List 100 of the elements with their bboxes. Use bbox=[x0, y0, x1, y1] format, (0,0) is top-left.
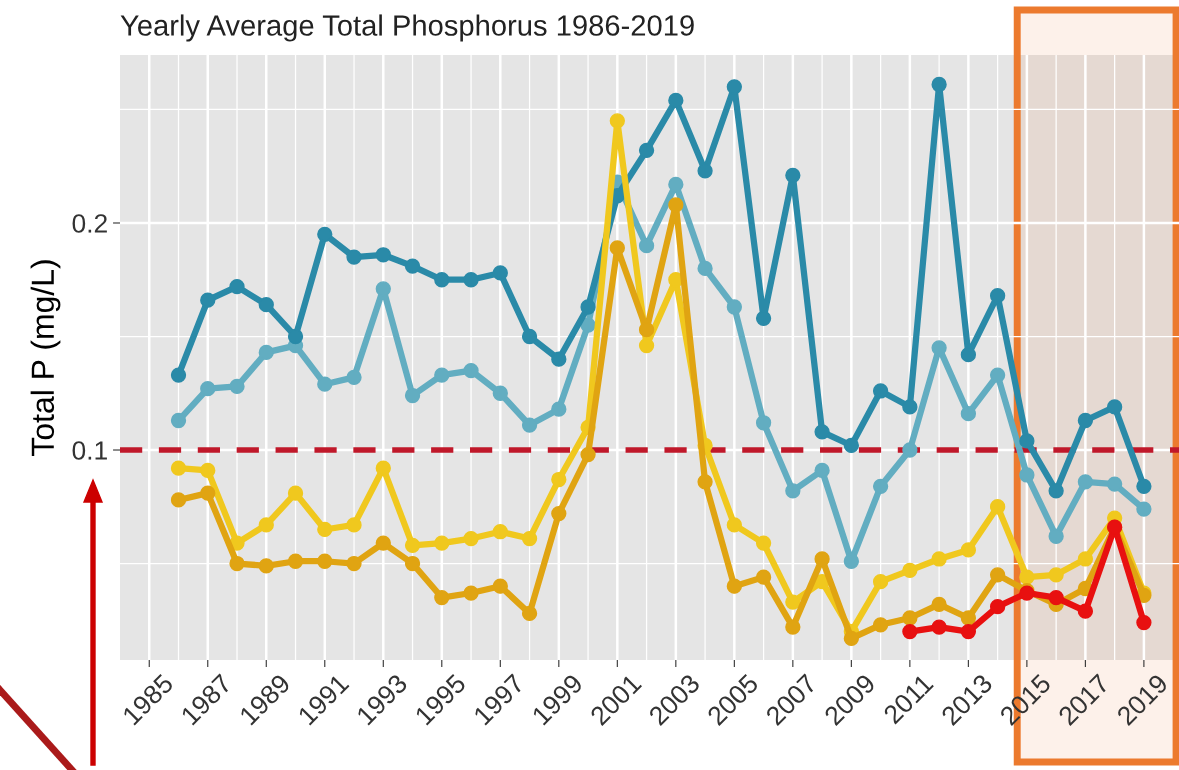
y-tick-label: 0.2 bbox=[72, 214, 107, 233]
point bbox=[551, 471, 567, 488]
point bbox=[785, 167, 801, 183]
point bbox=[726, 517, 742, 533]
point bbox=[404, 555, 421, 572]
point bbox=[434, 589, 450, 606]
point bbox=[1077, 412, 1094, 429]
point bbox=[1048, 567, 1064, 583]
point bbox=[785, 594, 801, 610]
point bbox=[755, 310, 772, 326]
point bbox=[580, 299, 596, 315]
y-axis-title: Total P (mg/L) bbox=[30, 260, 61, 456]
point bbox=[989, 499, 1006, 515]
point bbox=[872, 478, 889, 494]
chart-title: Yearly Average Total Phosphorus 1986-2019 bbox=[120, 14, 694, 42]
point bbox=[258, 517, 274, 533]
point bbox=[258, 297, 274, 313]
point bbox=[1077, 474, 1094, 490]
point bbox=[1136, 501, 1152, 517]
point bbox=[551, 505, 567, 522]
point bbox=[521, 328, 538, 345]
point bbox=[404, 387, 421, 404]
point bbox=[668, 197, 684, 213]
point bbox=[346, 517, 362, 533]
point bbox=[755, 415, 772, 431]
point bbox=[375, 535, 391, 551]
point bbox=[200, 462, 216, 479]
point bbox=[668, 92, 684, 109]
point bbox=[726, 79, 742, 95]
point bbox=[1048, 483, 1064, 499]
point bbox=[551, 351, 567, 367]
point bbox=[1107, 476, 1123, 492]
point bbox=[521, 530, 538, 547]
point bbox=[200, 292, 216, 308]
point bbox=[814, 462, 830, 479]
point bbox=[989, 567, 1006, 583]
point bbox=[229, 378, 245, 395]
point bbox=[1136, 614, 1152, 631]
y-tick-label: 0.1 bbox=[72, 441, 107, 460]
point bbox=[872, 383, 889, 399]
point bbox=[843, 553, 859, 569]
point bbox=[580, 446, 596, 463]
point bbox=[229, 278, 245, 295]
point bbox=[170, 460, 187, 476]
point bbox=[1019, 467, 1035, 483]
point bbox=[638, 142, 655, 158]
point bbox=[463, 585, 479, 601]
point bbox=[1136, 478, 1152, 494]
point bbox=[1019, 569, 1035, 585]
point bbox=[170, 492, 187, 508]
point bbox=[317, 376, 333, 392]
point bbox=[843, 437, 859, 454]
point bbox=[551, 401, 567, 417]
point bbox=[521, 605, 538, 622]
point bbox=[960, 347, 977, 363]
point bbox=[346, 369, 362, 386]
point bbox=[1077, 551, 1094, 567]
point bbox=[1019, 433, 1035, 449]
point bbox=[346, 555, 362, 572]
point bbox=[200, 381, 216, 397]
point bbox=[902, 623, 918, 640]
point bbox=[872, 574, 889, 590]
point bbox=[1048, 589, 1064, 606]
point bbox=[463, 362, 479, 379]
point bbox=[287, 328, 304, 345]
point bbox=[375, 460, 391, 476]
point bbox=[492, 265, 508, 281]
point bbox=[492, 578, 508, 594]
point bbox=[609, 240, 625, 256]
point bbox=[638, 238, 655, 254]
point bbox=[463, 272, 479, 288]
point bbox=[902, 562, 918, 578]
point bbox=[902, 399, 918, 415]
point bbox=[960, 406, 977, 422]
point bbox=[697, 260, 713, 277]
point bbox=[200, 485, 216, 501]
point bbox=[317, 226, 333, 242]
point bbox=[229, 555, 245, 572]
point bbox=[989, 287, 1006, 304]
point bbox=[931, 551, 947, 567]
point bbox=[755, 569, 772, 585]
point bbox=[931, 619, 947, 635]
point bbox=[521, 417, 538, 433]
point bbox=[609, 113, 625, 129]
point bbox=[404, 258, 421, 274]
point bbox=[170, 412, 187, 429]
point bbox=[434, 272, 450, 288]
point bbox=[492, 385, 508, 401]
point bbox=[375, 247, 391, 263]
point bbox=[726, 578, 742, 594]
point bbox=[1077, 603, 1094, 619]
point bbox=[989, 599, 1006, 615]
point bbox=[258, 558, 274, 574]
point bbox=[317, 553, 333, 569]
point bbox=[287, 485, 304, 501]
point bbox=[843, 630, 859, 647]
point bbox=[287, 553, 304, 569]
point bbox=[375, 281, 391, 297]
point bbox=[346, 249, 362, 265]
point bbox=[317, 521, 333, 538]
